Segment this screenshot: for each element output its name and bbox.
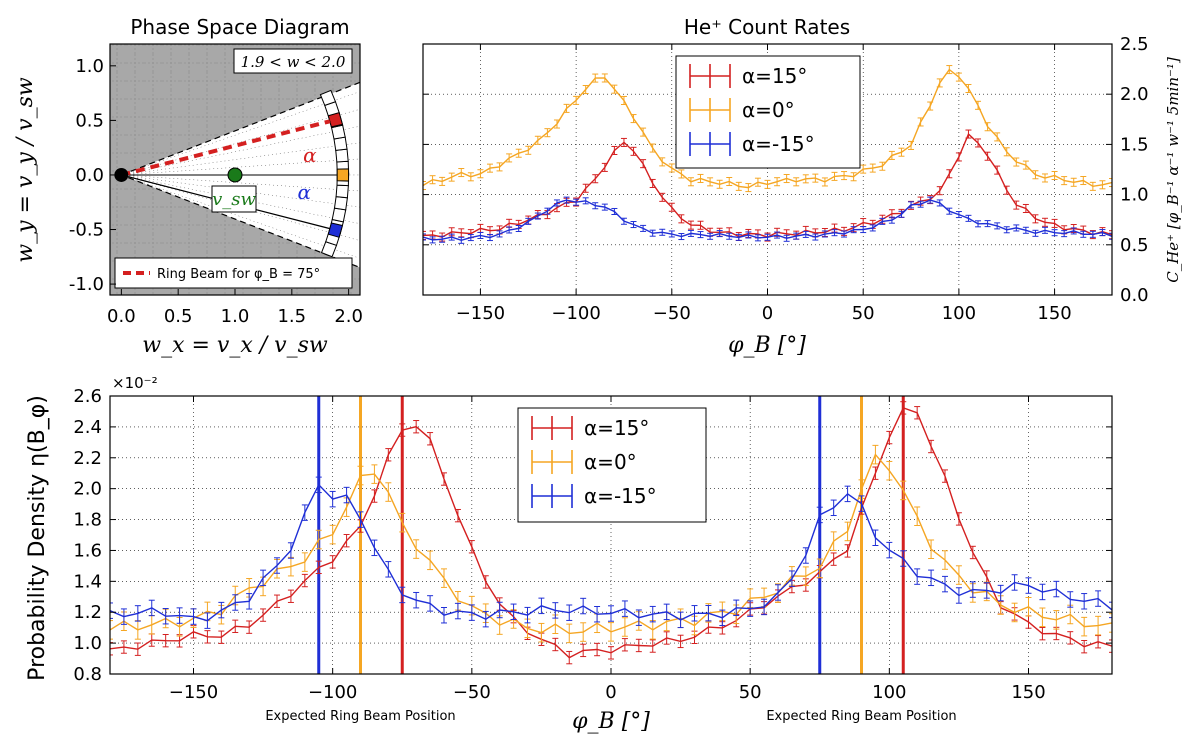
phase-vsw-box: v_sw	[211, 185, 257, 213]
prob-legend-label: α=0°	[584, 450, 637, 474]
prob-legend-label: α=15°	[584, 416, 649, 440]
phase-dotted-ray	[121, 158, 360, 176]
prob-y-tick-label: 2.2	[73, 448, 102, 469]
phase-origin-point	[114, 167, 129, 182]
phase-ring-segment	[335, 148, 349, 163]
probability-panel: −150 −100 −50 0 50 100 150 0.8 1.0 1.2 1.4 1.6 1.8 2.…	[25, 374, 1113, 734]
prob-y-tick-label: 1.0	[73, 633, 102, 654]
count-y-tick-label: 2.0	[1120, 84, 1149, 105]
phase-ring-segment	[331, 207, 347, 223]
prob-y-tick-label: 2.6	[73, 386, 102, 407]
count-x-tick-label: 0	[762, 303, 773, 324]
phase-marker-alpha-neg15	[327, 222, 344, 238]
phase-x-tick-label: 1.0	[221, 306, 250, 327]
phase-x-tick-label: 0.5	[164, 306, 193, 327]
prob-xlabel: φ_B [°]	[572, 709, 650, 734]
prob-x-tick-label: −50	[453, 682, 491, 703]
prob-y-tick-label: 1.2	[73, 602, 102, 623]
count-ticks: −150 −100 −50 0 50 100 150 0.0 0.5 1.0 1.5 2.0 2.5	[423, 34, 1149, 324]
phase-range-box: 1.9 < w < 2.0	[233, 48, 353, 74]
phase-solar-wind-point	[227, 167, 243, 183]
count-y-tick-label: 0.0	[1120, 285, 1149, 306]
phase-xlabel: w_x = v_x / v_sw	[142, 333, 328, 358]
count-legend-box	[675, 55, 861, 169]
phase-legend-label: Ring Beam for φ_B = 75°	[157, 267, 320, 282]
phase-y-tick-label: -1.0	[69, 274, 104, 295]
phase-ring-segment	[333, 196, 348, 211]
phase-y-tick-label: 0.0	[75, 165, 104, 186]
prob-y-tick-label: 2.4	[73, 417, 102, 438]
count-x-tick-label: 100	[942, 303, 976, 324]
count-y-tick-label: 1.0	[1120, 185, 1149, 206]
count-ylabel: C_He⁺ [φ_B⁻¹ α⁻¹ w⁻¹ 5min⁻¹]	[1164, 57, 1182, 283]
count-legend-label: α=0°	[742, 98, 795, 122]
phase-range-label: 1.9 < w < 2.0	[241, 53, 346, 71]
prob-annotations: Expected Ring Beam Position Expected Ring…	[265, 709, 956, 724]
phase-x-tick-label: 0.0	[107, 306, 136, 327]
phase-x-tick-label: 1.5	[277, 306, 306, 327]
count-series	[423, 65, 1112, 244]
phase-legend: Ring Beam for φ_B = 75°	[114, 257, 353, 289]
prob-y-tick-label: 1.4	[73, 571, 102, 592]
count-legend-label: α=15°	[742, 64, 807, 88]
count-y-tick-label: 1.5	[1120, 134, 1149, 155]
phase-y-tick-label: 1.0	[75, 56, 104, 77]
count-x-tick-label: 150	[1037, 303, 1071, 324]
count-xlabel: φ_B [°]	[728, 333, 806, 358]
prob-multiplier: ×10⁻²	[112, 374, 158, 392]
count-x-tick-label: −100	[551, 303, 600, 324]
phase-dotted-ray	[121, 92, 357, 176]
phase-alpha-label-red: α	[303, 143, 317, 167]
count-x-tick-label: 50	[852, 303, 875, 324]
prob-annotation: Expected Ring Beam Position	[265, 709, 455, 724]
phase-ylabel: w_y = v_y / v_sw	[13, 77, 38, 263]
prob-y-tick-label: 0.8	[73, 664, 102, 685]
count-title: He⁺ Count Rates	[684, 15, 850, 39]
phase-title: Phase Space Diagram	[130, 15, 349, 39]
phase-vsw-label: v_sw	[212, 189, 256, 210]
phase-marker-alpha0	[336, 168, 350, 182]
prob-legend-label: α=-15°	[584, 484, 657, 508]
phase-ring-segment	[335, 184, 349, 199]
count-legend: α=15° α=0° α=-15°	[675, 55, 861, 169]
phase-y-tick-label: 0.5	[75, 110, 104, 131]
phase-ring-segment	[319, 89, 337, 107]
count-legend-label: α=-15°	[742, 132, 815, 156]
prob-ticks: −150 −100 −50 0 50 100 150 0.8 1.0 1.2 1.4 1.6 1.8 2.…	[73, 386, 1112, 703]
prob-x-tick-label: −150	[169, 682, 218, 703]
phase-dotted-ray	[121, 108, 360, 176]
count-rate-panel: He⁺ Count Rates −150 −100 −50 0 50 100 150 0.0 0…	[422, 15, 1182, 358]
count-x-tick-label: −150	[456, 303, 505, 324]
phase-ticks: 0.0 0.5 1.0 1.5 2.0 -1.0 -0.5 0.0 0.5 1.0	[69, 56, 363, 327]
prob-x-tick-label: 50	[739, 682, 762, 703]
prob-series	[110, 401, 1112, 665]
phase-dotted-ray	[121, 142, 360, 176]
count-y-tick-label: 0.5	[1120, 235, 1149, 256]
prob-annotation: Expected Ring Beam Position	[766, 709, 956, 724]
prob-y-tick-label: 1.8	[73, 510, 102, 531]
phase-x-tick-label: 2.0	[334, 306, 363, 327]
phase-dotted-ray	[121, 174, 360, 192]
prob-x-tick-label: 100	[872, 682, 906, 703]
count-y-tick-label: 2.5	[1120, 34, 1149, 55]
prob-ylabel: Probability Density η(B_φ)	[25, 395, 50, 681]
phase-alpha-label-blue: α	[298, 180, 312, 204]
phase-space-panel: Phase Space Diagram α α v_sw 1.9 < w < 2…	[13, 15, 363, 358]
count-x-tick-label: −50	[653, 303, 691, 324]
prob-x-tick-label: −100	[308, 682, 357, 703]
phase-ring-beam-line	[120, 119, 331, 177]
prob-x-tick-label: 0	[605, 682, 616, 703]
phase-dotted-ray	[121, 125, 360, 176]
prob-legend-box	[517, 407, 707, 523]
prob-y-tick-label: 2.0	[73, 479, 102, 500]
phase-dotted-ray	[121, 174, 357, 258]
prob-legend: α=15° α=0° α=-15°	[517, 407, 707, 523]
phase-y-tick-label: -0.5	[69, 220, 104, 241]
prob-x-tick-label: 150	[1011, 682, 1045, 703]
prob-y-tick-label: 1.6	[73, 540, 102, 561]
